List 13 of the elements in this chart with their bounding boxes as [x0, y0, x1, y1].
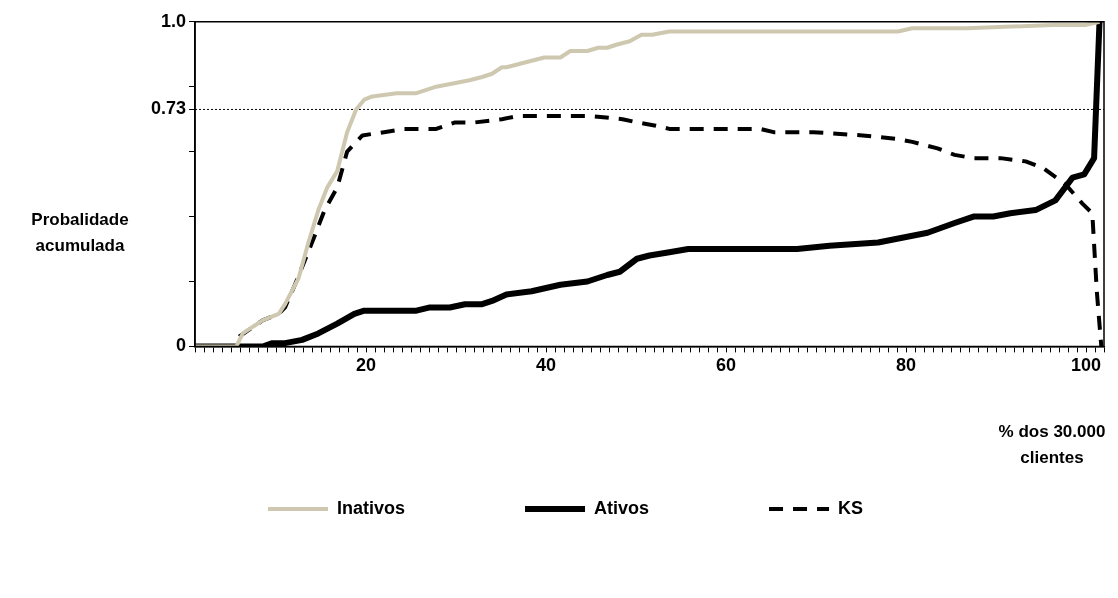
y-tick-label: 1.0 [161, 10, 187, 31]
y-tick-label: 0 [176, 335, 187, 356]
x-tick-label: 100 [1070, 355, 1102, 376]
legend-label: KS [838, 497, 864, 518]
x-tick-label: 60 [716, 355, 737, 376]
x-tick-label: 80 [895, 355, 917, 376]
legend-label: Inativos [337, 497, 406, 518]
x-axis-title: % dos 30.000 clientes [998, 422, 1106, 468]
x-tick-label: 40 [536, 355, 557, 376]
y-tick-label: 0.73 [150, 98, 187, 119]
legend-label: Ativos [594, 497, 650, 518]
y-axis-title: Probalidade acumulada [31, 209, 129, 255]
x-tick-label: 20 [356, 355, 377, 376]
